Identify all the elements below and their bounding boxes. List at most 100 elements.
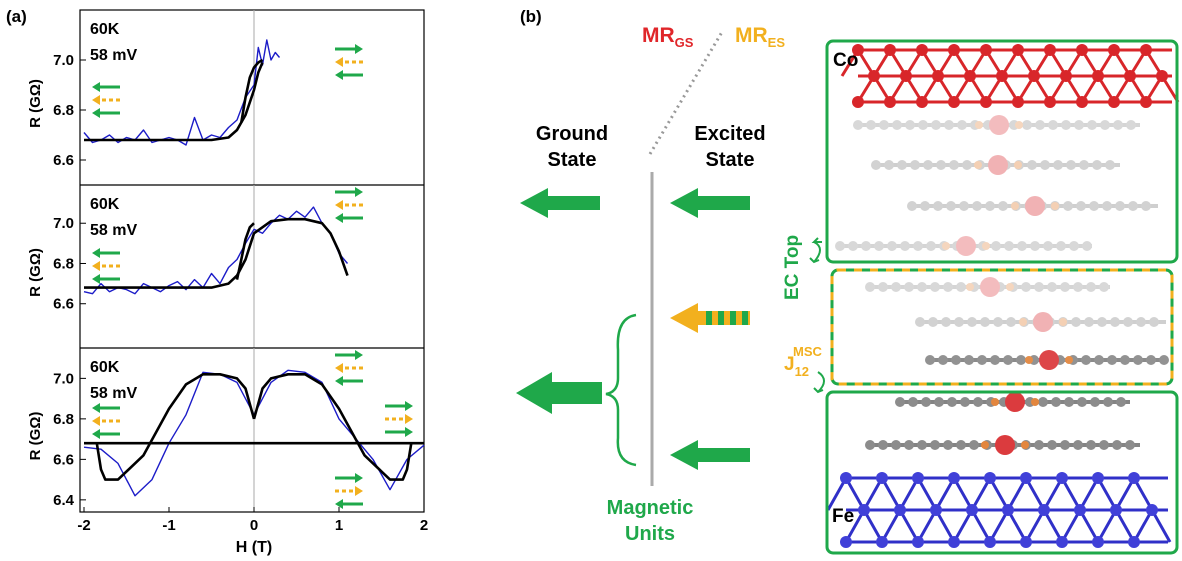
atom [1038,504,1050,516]
atom [933,201,943,211]
atom [928,317,938,327]
bond [916,509,938,543]
magnetic-units: Units [625,523,675,545]
atom [956,282,966,292]
bond [1150,509,1172,543]
atom [876,536,888,548]
atom [943,282,953,292]
atom [932,70,944,82]
diagram: MRGS MRES Ground State Excited State Mag… [516,24,1180,555]
panel-a: 6.6 6.8 7.0 R (GΩ) 60K 58 mV 6.6 6.8 7.0 R (GΩ) 60… [27,9,428,556]
atom [959,201,969,211]
atom [1039,350,1059,370]
box [830,268,1174,386]
atom [1066,160,1076,170]
atom [1015,121,1023,129]
atom [1133,355,1143,365]
bond [1096,477,1118,511]
atom [904,282,914,292]
ec-top: EC Top [782,235,803,300]
mr-es: MRES [735,24,785,50]
atom [1035,120,1045,130]
atom [887,241,897,251]
atom [1084,317,1094,327]
bond [862,477,884,511]
bond [1060,477,1082,511]
excited-state: Excited [694,123,765,145]
atom [871,160,881,170]
j12: J12 MSC [784,344,823,379]
mr-es-main: MR [735,24,768,47]
atom [1056,472,1068,484]
atom [1025,196,1045,216]
atom [1094,355,1104,365]
bond [1024,477,1046,511]
atom [964,355,974,365]
atom [1011,201,1021,211]
bond [1024,509,1046,543]
atom [972,201,982,211]
atom [891,282,901,292]
atom [939,241,949,251]
atom [1064,397,1074,407]
bond [880,509,902,543]
y-tick-label: 6.6 [53,152,74,169]
atom [1159,355,1169,365]
bond [898,509,920,543]
y-tick-label: 6.6 [53,296,74,313]
spin-arrow-head [92,429,100,439]
bond [1006,477,1028,511]
atom [916,96,928,108]
atom [908,397,918,407]
bond [1078,477,1100,511]
atom [967,317,977,327]
annotation: 58 mV [90,47,137,64]
atom [1056,536,1068,548]
bond [1078,509,1100,543]
atom [1126,120,1136,130]
atom [1034,282,1044,292]
atom [1113,120,1123,130]
atom [998,201,1008,211]
co-label: Co [833,50,858,71]
magnetic-units: Magnetic [607,497,694,519]
atom [931,120,941,130]
atom [1105,160,1115,170]
atom [1077,397,1087,407]
atom [1006,317,1016,327]
arrow [670,440,750,470]
atom [1092,70,1104,82]
x-tick-label: 1 [335,517,343,534]
atom [1005,392,1025,412]
atom [1034,440,1044,450]
atom [996,120,1006,130]
atom [915,317,925,327]
molecule [853,115,1140,135]
atom [858,504,870,516]
atom [1108,96,1120,108]
atom [1047,440,1057,450]
atom [1011,202,1019,210]
atom [978,241,988,251]
atom [1060,440,1070,450]
atom [884,96,896,108]
molecule [907,196,1158,216]
y-tick-label: 6.8 [53,411,74,428]
atom [1136,317,1146,327]
y-tick-label: 7.0 [53,52,74,69]
atom [1090,397,1100,407]
bond [970,477,992,511]
atom [917,440,927,450]
bond [844,477,866,511]
atom [1006,283,1014,291]
molecule [895,392,1130,412]
atom [966,504,978,516]
atom [988,155,1008,175]
atom [981,441,989,449]
atom [941,317,951,327]
atom [930,282,940,292]
atom [989,115,1009,135]
panel-label: (a) [6,7,27,26]
atom [991,241,1001,251]
molecule [865,435,1140,455]
